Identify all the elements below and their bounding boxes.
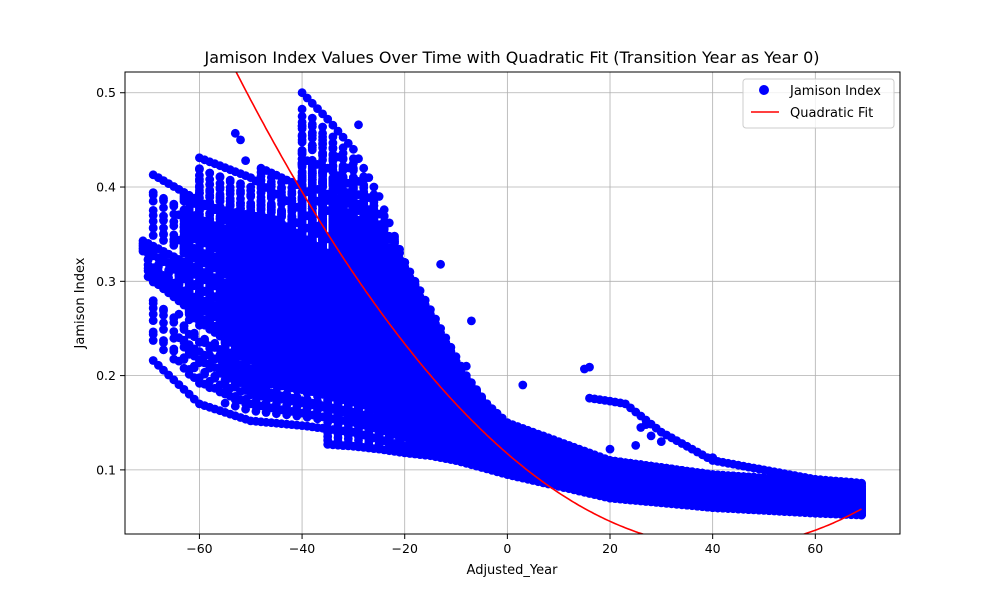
data-point — [359, 163, 369, 173]
data-point — [349, 144, 358, 154]
scatter-series-jamison-index — [138, 88, 866, 520]
data-point — [369, 182, 379, 192]
